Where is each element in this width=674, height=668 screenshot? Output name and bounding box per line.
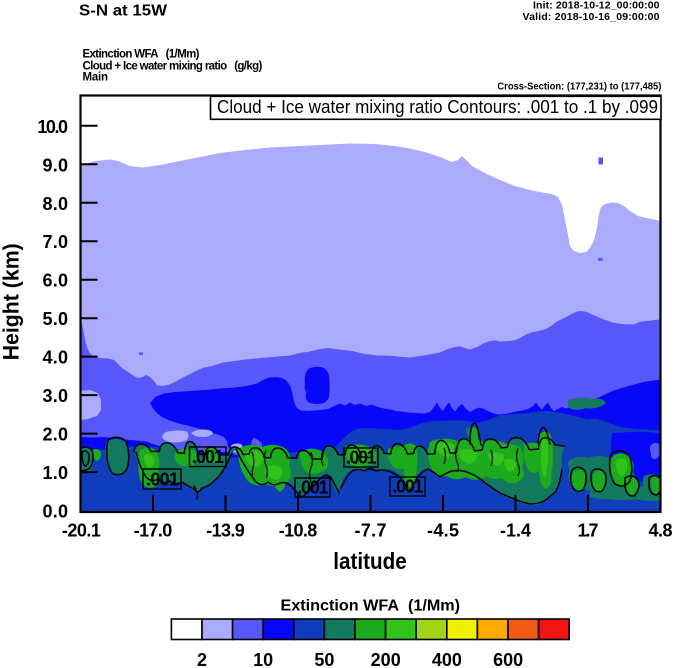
- svg-text:4.8: 4.8: [649, 521, 673, 541]
- svg-text:0.0: 0.0: [43, 502, 69, 522]
- svg-text:Init: 2018-10-12_00:00:00: Init: 2018-10-12_00:00:00: [533, 0, 660, 12]
- svg-text:-10.8: -10.8: [279, 521, 318, 541]
- svg-text:.001: .001: [192, 447, 224, 467]
- svg-text:-7.7: -7.7: [355, 521, 387, 541]
- svg-text:7.0: 7.0: [43, 232, 69, 252]
- svg-text:2: 2: [197, 650, 207, 668]
- svg-text:9.0: 9.0: [43, 155, 69, 175]
- svg-text:50: 50: [314, 650, 334, 668]
- svg-text:.001: .001: [393, 477, 424, 497]
- svg-text:400: 400: [432, 650, 462, 668]
- svg-text:Valid: 2018-10-16_09:00:00: Valid: 2018-10-16_09:00:00: [523, 11, 660, 23]
- svg-text:latitude: latitude: [333, 548, 407, 574]
- svg-text:600: 600: [493, 650, 523, 668]
- svg-text:Main: Main: [83, 72, 109, 84]
- svg-text:.001: .001: [346, 448, 377, 468]
- svg-text:Extinction WFA (1/Mm): Extinction WFA (1/Mm): [281, 597, 461, 614]
- svg-text:200: 200: [371, 650, 401, 668]
- svg-text:-20.1: -20.1: [62, 521, 101, 541]
- svg-text:5.0: 5.0: [43, 309, 69, 329]
- svg-text:S-N at 15W: S-N at 15W: [79, 3, 168, 20]
- svg-text:3.0: 3.0: [43, 386, 69, 406]
- svg-text:-13.9: -13.9: [206, 521, 245, 541]
- svg-text:Extinction WFA (1/Mm): Extinction WFA (1/Mm): [83, 49, 200, 61]
- svg-text:1.7: 1.7: [578, 521, 599, 541]
- svg-text:6.0: 6.0: [43, 271, 69, 291]
- svg-text:Cloud + Ice water mixing ratio: Cloud + Ice water mixing ratio Contours:…: [217, 97, 658, 117]
- svg-text:8.0: 8.0: [43, 194, 69, 214]
- svg-text:-1.4: -1.4: [500, 521, 531, 541]
- svg-text:-17.0: -17.0: [134, 521, 173, 541]
- svg-text:10: 10: [253, 650, 273, 668]
- svg-text:4.0: 4.0: [43, 348, 69, 368]
- svg-text:Height (km): Height (km): [0, 243, 24, 360]
- svg-text:.001: .001: [146, 470, 179, 490]
- svg-text:Cloud + Ice water mixing ratio: Cloud + Ice water mixing ratio (g/kg): [83, 61, 263, 73]
- svg-text:1.0: 1.0: [43, 463, 69, 483]
- svg-text:.001: .001: [298, 478, 329, 498]
- svg-text:-4.5: -4.5: [427, 521, 459, 541]
- svg-text:10.0: 10.0: [37, 117, 68, 137]
- svg-text:2.0: 2.0: [43, 425, 69, 445]
- svg-text:Cross-Section: (177,231) to (1: Cross-Section: (177,231) to (177,485): [497, 80, 661, 92]
